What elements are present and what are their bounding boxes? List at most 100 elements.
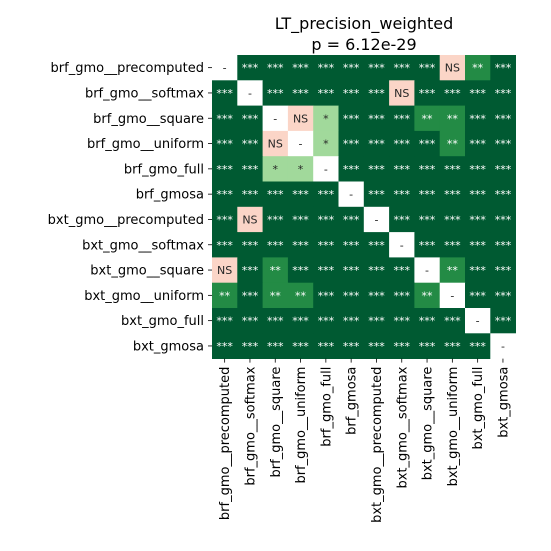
heatmap-cell [414,308,441,334]
heatmap-cell [363,232,390,258]
cell-label: *** [318,264,335,277]
cell-label: *** [292,264,309,277]
heatmap-cell [389,130,415,157]
y-tick-label: brf_gmo__precomputed [51,61,204,76]
cell-label: - [324,163,328,176]
cell-label: ** [295,289,307,302]
cell-label: *** [343,264,360,277]
cell-label: NS [268,138,283,151]
heatmap-cell [338,55,365,81]
cell-label: *** [368,340,385,353]
heatmap-cell [439,181,466,208]
cell-label: *** [469,213,486,226]
cell-label: *** [318,340,335,353]
heatmap-cell [212,206,238,233]
cell-label: *** [495,87,512,100]
cell-label: ** [422,289,434,302]
cell-label: *** [469,188,486,201]
y-tick-label: brf_gmo__square [93,112,204,127]
heatmap-cell [262,156,289,182]
heatmap-cell [262,181,289,208]
heatmap-cell [465,308,491,334]
cell-label: *** [444,87,461,100]
cell-label: *** [495,112,512,125]
cell-label: *** [495,213,512,226]
cell-label: *** [495,264,512,277]
heatmap-cell [363,282,390,309]
cell-label: *** [368,87,385,100]
cell-label: ** [472,62,484,75]
heatmap-cell [414,130,441,157]
cell-label: - [476,315,480,328]
cell-label: *** [318,62,335,75]
cell-label: *** [495,138,512,151]
cell-label: *** [242,62,259,75]
cell-label: *** [444,163,461,176]
x-tick-label: brf_gmosa [345,367,360,435]
heatmap-cell [465,232,491,258]
cell-label: ** [447,264,459,277]
heatmap-cell [287,80,314,106]
cell-label: * [273,163,279,176]
cell-label: - [349,188,353,201]
heatmap-cell [313,55,339,81]
heatmap-cell [262,206,289,233]
heatmap-cell [338,80,365,106]
heatmap-cell [363,105,390,132]
cell-label: *** [318,239,335,252]
x-tick-label: bxt_gmo__softmax [395,366,410,488]
cell-label: *** [444,239,461,252]
heatmap-cell [212,333,238,359]
heatmap-cell [212,80,238,106]
cell-label: *** [469,239,486,252]
cell-label: *** [343,315,360,328]
heatmap-cell [439,282,466,309]
heatmap-cell [490,232,516,258]
heatmap-cell [389,181,415,208]
heatmap-cell [363,206,390,233]
heatmap-cell [338,257,365,284]
cell-label: *** [343,62,360,75]
heatmap-cell [212,156,238,182]
cell-label: *** [216,112,233,125]
heatmap-cell [313,181,339,208]
heatmap-cell [287,130,314,157]
heatmap-cell [287,232,314,258]
heatmap-cell [363,156,390,182]
heatmap-cell [262,333,289,359]
y-tick-label: brf_gmo_full [124,162,204,177]
cell-label: - [299,138,303,151]
cell-label: *** [216,213,233,226]
cell-label: *** [469,138,486,151]
cell-label: *** [469,163,486,176]
x-tick-label: brf_gmo__softmax [243,366,258,485]
x-tick-label: bxt_gmo_full [471,367,486,450]
cell-label: *** [368,62,385,75]
cell-label: *** [394,112,411,125]
heatmap-cell [237,80,263,106]
heatmap-cell [237,308,263,334]
heatmap-cell [313,282,339,309]
heatmap-cell [262,232,289,258]
cell-label: *** [495,163,512,176]
cell-label: *** [444,340,461,353]
heatmap-cell [389,55,415,81]
y-tick-label: bxt_gmo__square [90,264,204,279]
cell-label: *** [242,264,259,277]
heatmap-cell [313,333,339,359]
cell-label: *** [216,239,233,252]
heatmap-cell [414,156,441,182]
heatmap-cell [287,333,314,359]
cell-label: *** [267,62,284,75]
cell-label: *** [216,188,233,201]
cell-label: *** [495,315,512,328]
cell-label: ** [270,289,282,302]
heatmap-cell [237,181,263,208]
cell-label: NS [394,87,409,100]
cell-label: *** [394,340,411,353]
heatmap-cell [363,181,390,208]
cell-label: NS [445,62,460,75]
heatmap-cell [212,181,238,208]
heatmap-cell [338,333,365,359]
